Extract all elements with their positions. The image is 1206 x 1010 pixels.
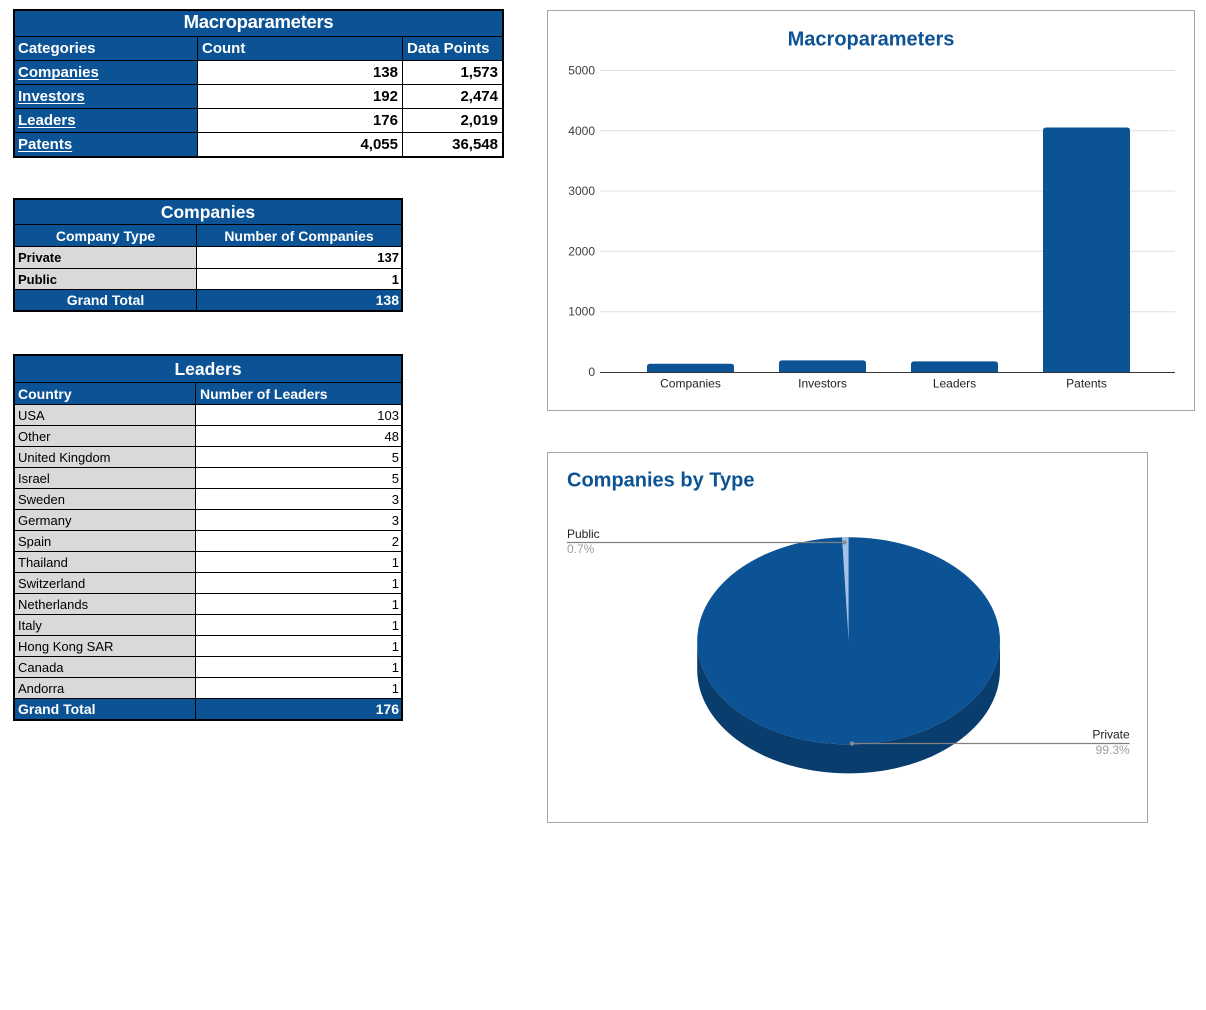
svg-text:5000: 5000 <box>568 64 595 78</box>
svg-text:3000: 3000 <box>568 184 595 198</box>
svg-text:Public: Public <box>567 527 600 541</box>
svg-text:Private: Private <box>1092 728 1130 742</box>
svg-text:1000: 1000 <box>568 305 595 319</box>
svg-text:Patents: Patents <box>1066 377 1107 391</box>
svg-text:Companies by Type: Companies by Type <box>567 470 754 492</box>
svg-text:Leaders: Leaders <box>933 377 976 391</box>
svg-text:0: 0 <box>588 365 595 379</box>
svg-text:0.7%: 0.7% <box>567 542 595 556</box>
svg-text:Companies: Companies <box>660 377 721 391</box>
svg-text:Macroparameters: Macroparameters <box>788 29 955 51</box>
svg-text:2000: 2000 <box>568 244 595 258</box>
svg-text:99.3%: 99.3% <box>1096 743 1130 757</box>
svg-text:Investors: Investors <box>798 377 847 391</box>
svg-text:4000: 4000 <box>568 124 595 138</box>
